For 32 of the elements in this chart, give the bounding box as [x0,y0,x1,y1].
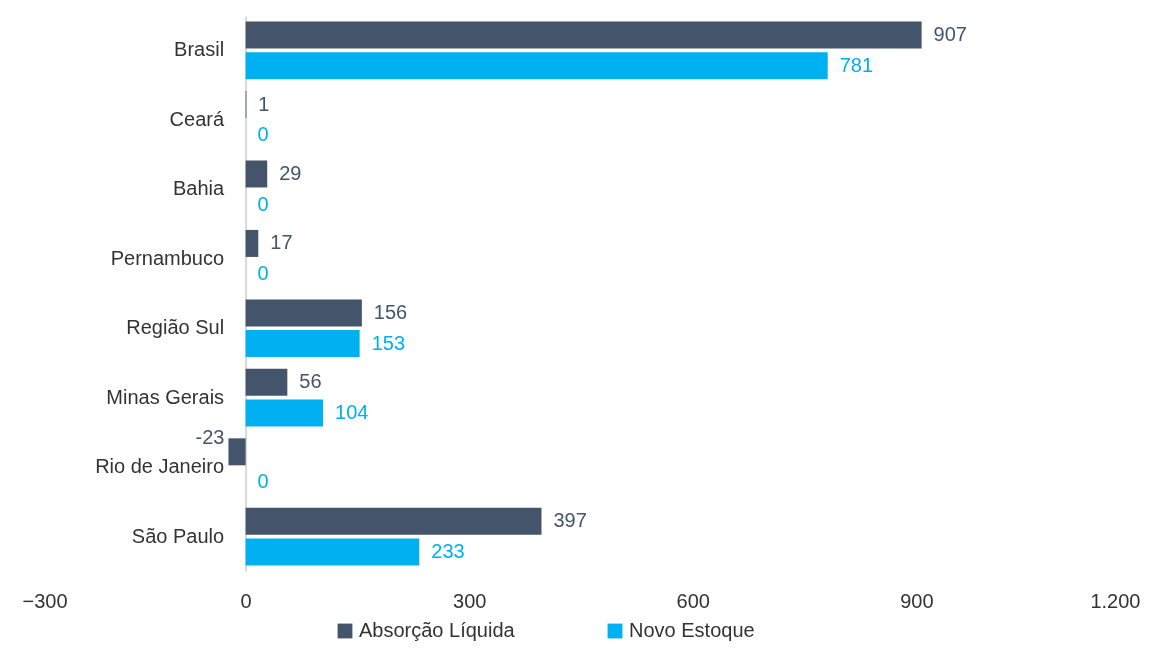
data-label: 1 [258,92,270,115]
y-tick-label: Brasil [174,38,225,61]
data-label: 0 [257,192,269,215]
data-label: 0 [257,470,269,493]
data-label: 0 [257,262,269,285]
y-tick-label: Minas Gerais [106,385,225,408]
data-label: 29 [279,161,302,184]
data-label: -23 [195,425,225,448]
x-tick-label: 0 [240,589,252,612]
x-tick-label: −300 [22,589,68,612]
x-tick-label: 300 [453,589,487,612]
data-label: 781 [839,53,874,76]
data-label: 907 [933,23,967,46]
data-label: 397 [553,509,587,532]
data-label: 104 [335,401,369,424]
y-tick-label: Bahia [172,177,225,200]
x-tick-label: 900 [900,589,934,612]
legend-label: Novo Estoque [629,619,755,641]
y-tick-label: Ceará [169,107,225,130]
legend-label: Absorção Líquida [359,619,516,641]
y-tick-label: Região Sul [126,316,225,339]
y-tick-label: Rio de Janeiro [95,455,225,478]
y-tick-label: Pernambuco [110,246,225,269]
x-tick-label: 600 [676,589,710,612]
data-label: 233 [431,539,465,562]
y-tick-label: São Paulo [131,524,225,547]
data-label: 0 [257,123,269,146]
data-label: 156 [373,300,408,323]
data-label: 56 [299,370,322,393]
x-tick-label: 1.200 [1090,589,1141,612]
data-label: 17 [270,231,293,254]
data-label: 153 [371,331,406,354]
